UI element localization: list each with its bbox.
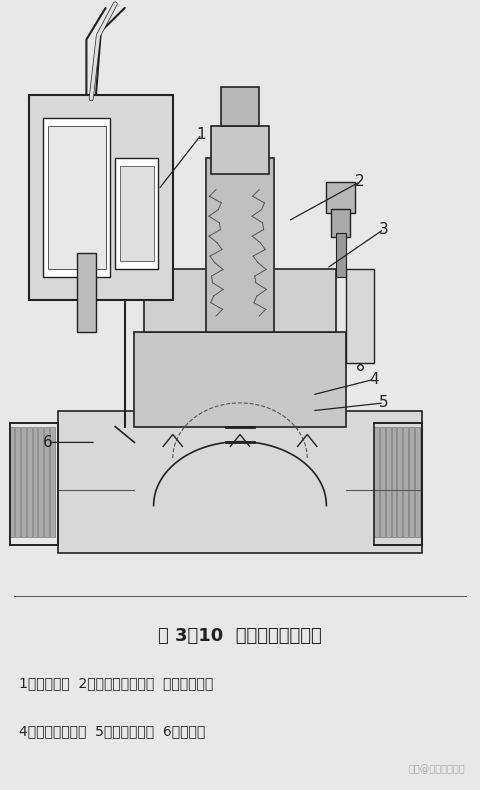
Bar: [38, 427, 43, 537]
Bar: [43, 118, 110, 276]
Bar: [27, 427, 32, 537]
Text: 头条@电气自动化圈: 头条@电气自动化圈: [409, 764, 466, 774]
Bar: [21, 427, 26, 537]
Text: 图 3－10  电磁阀结构示意图: 图 3－10 电磁阀结构示意图: [158, 627, 322, 645]
Bar: [134, 332, 346, 427]
Bar: [415, 427, 420, 537]
Bar: [206, 158, 274, 332]
Bar: [120, 166, 154, 261]
Bar: [397, 427, 402, 537]
Text: 1－电磁头；  2－流量调节手柄；  外排气螺丝；: 1－电磁头； 2－流量调节手柄； 外排气螺丝；: [19, 676, 214, 690]
Bar: [29, 95, 173, 300]
Bar: [48, 126, 106, 269]
Text: 4－电磁阀上腔；  5－橡皮隔膜；  6－导流孔: 4－电磁阀上腔； 5－橡皮隔膜； 6－导流孔: [19, 724, 205, 738]
Bar: [10, 427, 14, 537]
Text: 4: 4: [370, 372, 379, 386]
Bar: [10, 423, 58, 545]
Bar: [380, 427, 385, 537]
Bar: [326, 182, 355, 213]
Bar: [331, 209, 350, 237]
Bar: [403, 427, 408, 537]
Bar: [374, 427, 379, 537]
Bar: [33, 427, 37, 537]
Bar: [211, 126, 269, 174]
Text: 2: 2: [355, 175, 365, 189]
Text: 3: 3: [379, 222, 389, 236]
Bar: [115, 158, 158, 269]
Bar: [221, 87, 259, 126]
Bar: [77, 253, 96, 332]
Bar: [50, 427, 55, 537]
Bar: [15, 427, 20, 537]
Bar: [409, 427, 414, 537]
Bar: [374, 423, 422, 545]
Bar: [386, 427, 391, 537]
Bar: [392, 427, 396, 537]
Polygon shape: [58, 411, 422, 553]
Bar: [44, 427, 49, 537]
Bar: [144, 269, 336, 332]
Bar: [346, 269, 374, 363]
Text: 5: 5: [379, 396, 389, 410]
Text: 6: 6: [43, 435, 53, 450]
Text: 1: 1: [197, 127, 206, 141]
Bar: [336, 233, 346, 276]
